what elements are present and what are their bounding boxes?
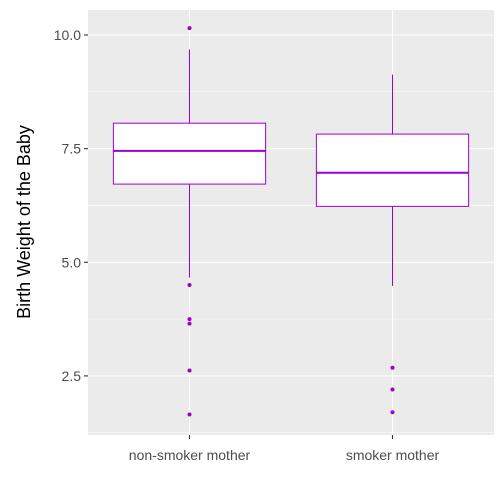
outlier-point: [187, 321, 192, 326]
outlier-point: [187, 26, 192, 31]
x-tick-label: non-smoker mother: [129, 447, 251, 463]
panel-background: [88, 10, 494, 435]
outlier-point: [390, 365, 395, 370]
y-tick-label: 2.5: [62, 368, 82, 384]
axes: 2.5 5.0 7.5 10.0 non-smoker mother smoker mot…: [54, 27, 440, 463]
outlier-point: [390, 410, 395, 415]
box-iqr: [112, 122, 267, 185]
y-tick-label: 10.0: [54, 27, 81, 43]
outlier-point: [187, 317, 192, 322]
outlier-point: [187, 283, 192, 287]
outlier-point: [187, 368, 192, 373]
outlier-point: [187, 412, 192, 417]
y-axis-title: Birth Weight of the Baby: [14, 125, 34, 319]
box-iqr: [315, 133, 470, 207]
y-tick-label: 7.5: [62, 141, 82, 157]
x-tick-label: smoker mother: [346, 447, 440, 463]
y-tick-label: 5.0: [62, 254, 82, 270]
boxes: [112, 26, 470, 417]
outlier-point: [390, 387, 395, 392]
